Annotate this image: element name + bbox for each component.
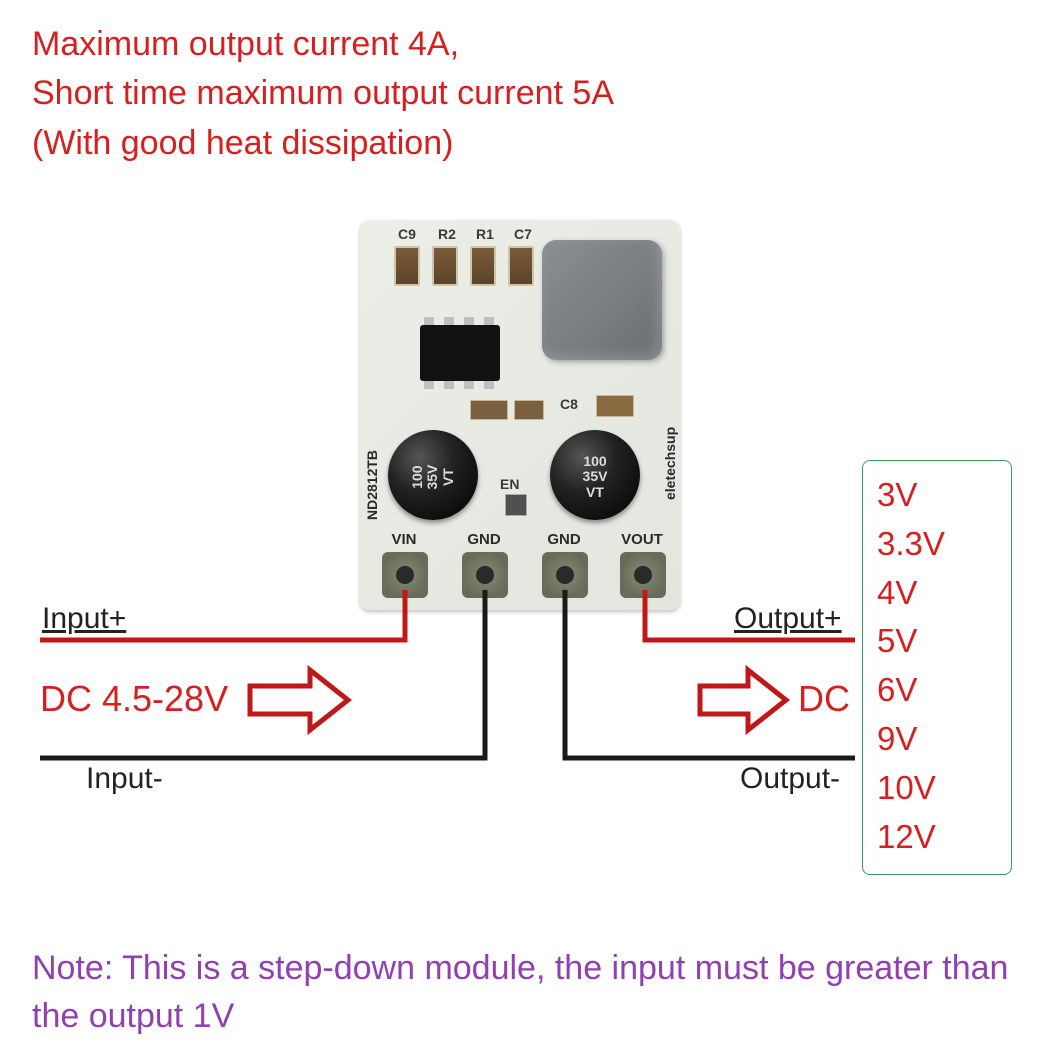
voltage-option: 3V	[877, 471, 997, 520]
input-arrow-icon	[250, 670, 348, 730]
smd-mid-2	[514, 400, 544, 420]
pcb-board: C9 R2 R1 C7 C8 EN 10035VVT 10035VVT VIN …	[360, 220, 680, 610]
silk-en: EN	[500, 476, 519, 492]
voltage-option: 3.3V	[877, 520, 997, 569]
smd-c7	[508, 246, 534, 286]
smd-mid-3	[596, 395, 634, 417]
spec-line-2: Short time maximum output current 5A	[32, 69, 614, 118]
smd-c9	[394, 246, 420, 286]
voltage-option: 12V	[877, 813, 997, 862]
voltage-option: 9V	[877, 715, 997, 764]
spec-line-1: Maximum output current 4A,	[32, 20, 614, 69]
padlabel-vout: VOUT	[612, 531, 672, 548]
pcb-model: ND2812TB	[364, 450, 380, 520]
ic-chip	[420, 325, 500, 381]
label-input-minus: Input-	[86, 762, 163, 796]
voltage-option: 5V	[877, 617, 997, 666]
label-input-plus: Input+	[42, 602, 126, 636]
ecap-right: 10035VVT	[550, 430, 640, 520]
padlabel-vin: VIN	[374, 531, 434, 548]
padlabel-gnd2: GND	[534, 531, 594, 548]
smd-en	[505, 494, 527, 516]
label-output-plus: Output+	[734, 602, 842, 636]
smd-mid-1	[470, 400, 508, 420]
note-text: Note: This is a step-down module, the in…	[32, 945, 1012, 1040]
silk-c7: C7	[514, 226, 532, 242]
output-voltage-list: 3V 3.3V 4V 5V 6V 9V 10V 12V	[862, 460, 1012, 875]
smd-r1	[470, 246, 496, 286]
ecap-left: 10035VVT	[388, 430, 478, 520]
pad-gnd1	[462, 552, 508, 598]
spec-text: Maximum output current 4A, Short time ma…	[32, 20, 614, 168]
silk-c9: C9	[398, 226, 416, 242]
inductor-icon	[542, 240, 662, 360]
label-output-minus: Output-	[740, 762, 840, 796]
silk-c8: C8	[560, 396, 578, 412]
smd-r2	[432, 246, 458, 286]
pcb-brand: eletechsup	[662, 427, 678, 500]
voltage-option: 6V	[877, 666, 997, 715]
ecap-left-label: 10035VVT	[410, 432, 456, 522]
label-input-voltage: DC 4.5-28V	[40, 678, 228, 720]
pad-vout	[620, 552, 666, 598]
voltage-option: 4V	[877, 569, 997, 618]
padlabel-gnd1: GND	[454, 531, 514, 548]
silk-r2: R2	[438, 226, 456, 242]
output-arrow-icon	[700, 670, 786, 730]
voltage-option: 10V	[877, 764, 997, 813]
pad-gnd2	[542, 552, 588, 598]
silk-r1: R1	[476, 226, 494, 242]
ecap-right-label: 10035VVT	[550, 454, 640, 500]
spec-line-3: (With good heat dissipation)	[32, 119, 614, 168]
pad-vin	[382, 552, 428, 598]
label-output-voltage: DC	[798, 678, 850, 720]
